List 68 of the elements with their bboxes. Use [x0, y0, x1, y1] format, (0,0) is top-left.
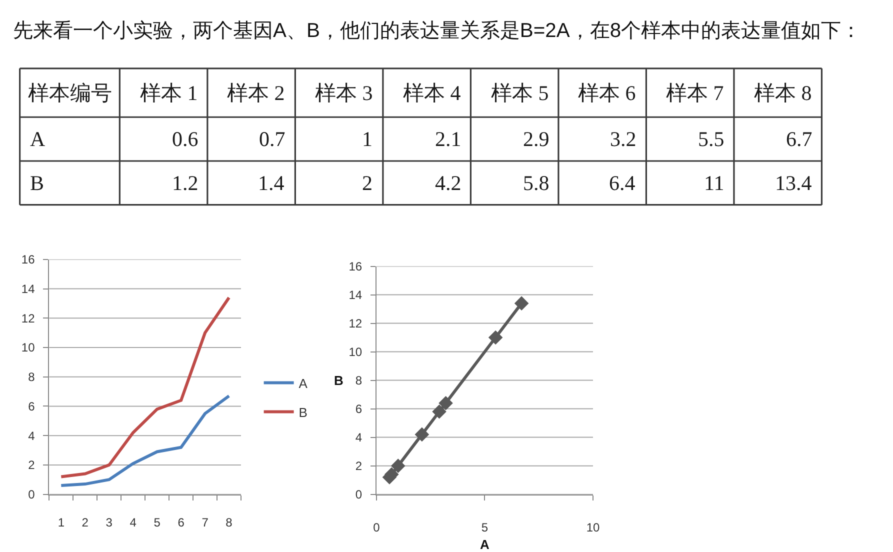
- point: [488, 330, 503, 345]
- y-tick-label: 4: [355, 430, 362, 445]
- data-label: 3.2: [610, 127, 636, 151]
- data-label: 6.7: [786, 127, 812, 151]
- x-axis-title: A: [480, 537, 490, 552]
- x-tick-label: 4: [130, 516, 137, 530]
- text: 先来看一个小实验，两个基因A、B，他们的表达量关系是B=2A，在8个样本中的表达量值如下：: [13, 20, 862, 42]
- y-tick-label: 16: [348, 259, 362, 274]
- category-label: 样本 7: [666, 81, 724, 105]
- y-tick-label: 0: [28, 488, 36, 502]
- data-label: 5.8: [523, 171, 550, 195]
- point: [390, 458, 406, 473]
- data-label: 4.2: [435, 171, 462, 195]
- text: B: [30, 171, 44, 195]
- data-label: 2.1: [435, 127, 462, 151]
- y-tick-label: 16: [21, 252, 36, 267]
- data-label: 11: [704, 171, 724, 195]
- x-tick-label: 2: [82, 516, 89, 530]
- category-label: 样本 1: [140, 81, 198, 105]
- data-label: 6.4: [609, 171, 636, 195]
- x-tick-label: 5: [481, 520, 488, 535]
- y-tick-label: 8: [28, 370, 36, 384]
- y-tick-label: 4: [28, 428, 36, 443]
- x-tick-label: 5: [154, 516, 161, 530]
- x-tick-label: 7: [202, 516, 209, 530]
- category-label: 样本 4: [403, 81, 462, 105]
- x-tick-label: 0: [373, 520, 380, 535]
- y-tick-label: 8: [355, 373, 362, 388]
- line-series: [60, 394, 231, 488]
- y-tick-label: 12: [348, 316, 362, 330]
- y-tick-label: 14: [21, 282, 36, 296]
- y-tick-label: 12: [21, 311, 36, 326]
- data-label: 1: [362, 127, 372, 151]
- y-tick-label: 0: [355, 488, 362, 502]
- x-tick-label: 6: [178, 516, 185, 530]
- category-label: 样本 6: [578, 81, 636, 105]
- y-tick-label: 2: [355, 459, 362, 474]
- point: [432, 404, 446, 419]
- x-tick-label: 1: [58, 516, 65, 530]
- x-tick-label: 10: [586, 520, 600, 535]
- y-tick-label: 10: [348, 344, 362, 359]
- text: A: [30, 127, 46, 151]
- data-label: 13.4: [775, 171, 812, 195]
- line-series: [60, 296, 231, 478]
- y-tick-label: 6: [355, 402, 362, 416]
- data-label: 1.4: [258, 171, 285, 195]
- legend-label: B: [298, 404, 308, 420]
- data-label: 5.5: [698, 127, 724, 151]
- point: [514, 296, 529, 310]
- data-label: 0.6: [172, 127, 198, 151]
- category-label: 样本 8: [754, 81, 812, 105]
- category-label: 样本 5: [491, 81, 549, 105]
- y-tick-label: 10: [21, 340, 36, 355]
- x-tick-label: 8: [226, 516, 233, 530]
- y-tick-label: 14: [348, 288, 362, 302]
- point: [414, 427, 430, 442]
- data-label: 0.7: [259, 127, 286, 151]
- data-label: 1.2: [172, 171, 198, 195]
- data-label: 2.9: [523, 127, 550, 151]
- text: 样本编号: [28, 81, 112, 105]
- legend-label: A: [298, 376, 308, 391]
- y-axis-title: B: [334, 373, 344, 388]
- x-tick-label: 3: [106, 516, 113, 530]
- point: [438, 396, 453, 410]
- y-tick-label: 6: [28, 399, 36, 414]
- category-label: 样本 2: [227, 81, 285, 105]
- y-tick-label: 2: [28, 458, 36, 472]
- category-label: 样本 3: [315, 81, 373, 105]
